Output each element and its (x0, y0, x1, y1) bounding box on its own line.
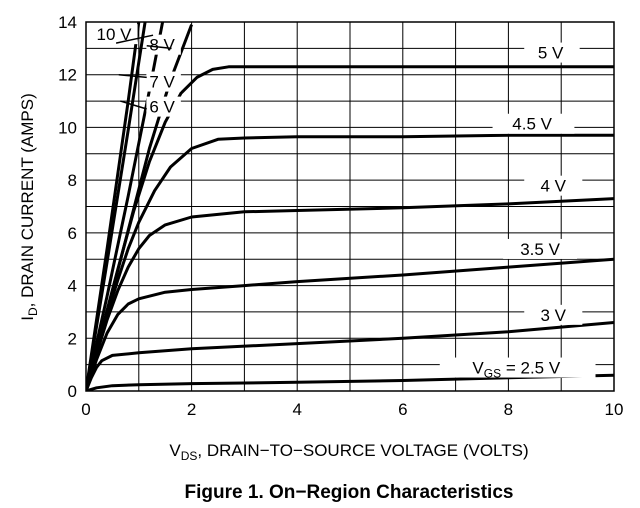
y-tick-label: 14 (58, 13, 77, 32)
x-axis-label: VDS, DRAIN−TO−SOURCE VOLTAGE (VOLTS) (169, 441, 528, 463)
series-labels: VGS = 2.5 V 3 V 3.5 V 4 V 4.5 V 5 V 6 V 7 V 8 V 1… (93, 24, 596, 381)
y-tick-labels: 0 2 4 6 8 10 12 14 (58, 13, 77, 401)
label-background (146, 34, 181, 55)
label-leader-line (120, 100, 147, 110)
curve-vgs-7V (86, 21, 165, 391)
curve-vgs-3V (86, 321, 614, 391)
label-vgs-4V: 4 V (541, 177, 567, 196)
x-tick-labels: 0 2 4 6 8 10 (81, 400, 623, 419)
y-tick-label: 8 (68, 171, 77, 190)
x-tick-label: 4 (292, 400, 301, 419)
x-tick-label: 10 (605, 400, 624, 419)
label-vgs-35V: 3.5 V (520, 240, 560, 259)
label-vgs-10V: 10 V (97, 25, 133, 44)
label-background (524, 175, 583, 196)
label-background (492, 113, 575, 134)
label-background (503, 238, 578, 259)
label-vgs-8V: 8 V (149, 36, 175, 55)
label-background (439, 357, 596, 378)
y-tick-label: 4 (68, 277, 77, 296)
y-axis-label: ID, DRAIN CURRENT (AMPS) (18, 93, 40, 321)
x-tick-label: 0 (81, 400, 90, 419)
x-tick-label: 6 (398, 400, 407, 419)
label-background (524, 42, 580, 63)
label-vgs-6V: 6 V (149, 98, 175, 117)
curve-vgs-25V (86, 373, 614, 391)
y-tick-label: 12 (58, 66, 77, 85)
label-background (93, 24, 138, 45)
y-tick-label: 10 (58, 118, 77, 137)
label-leader-line (115, 34, 154, 44)
curve-vgs-10V (86, 21, 141, 391)
x-tick-label: 8 (504, 400, 513, 419)
label-background (524, 304, 583, 325)
label-vgs-45V: 4.5 V (512, 115, 552, 134)
label-background (146, 96, 181, 117)
series-curves (86, 21, 614, 391)
label-leader-line (118, 73, 147, 79)
y-tick-label: 6 (68, 224, 77, 243)
label-vgs-5V: 5 V (538, 44, 564, 63)
label-vgs-3V: 3 V (541, 306, 567, 325)
curve-vgs-35V (86, 257, 614, 391)
label-leader-line (146, 44, 172, 50)
y-tick-label: 0 (68, 382, 77, 401)
y-tick-label: 2 (68, 329, 77, 348)
label-background (146, 71, 181, 92)
x-tick-label: 2 (187, 400, 196, 419)
plot-frame (85, 21, 615, 392)
curve-vgs-6V (86, 24, 194, 391)
figure-caption: Figure 1. On−Region Characteristics (185, 482, 514, 503)
curve-vgs-4V (86, 197, 614, 391)
label-vgs-7V: 7 V (149, 73, 175, 92)
label-vgs-25V: VGS = 2.5 V (472, 359, 560, 381)
